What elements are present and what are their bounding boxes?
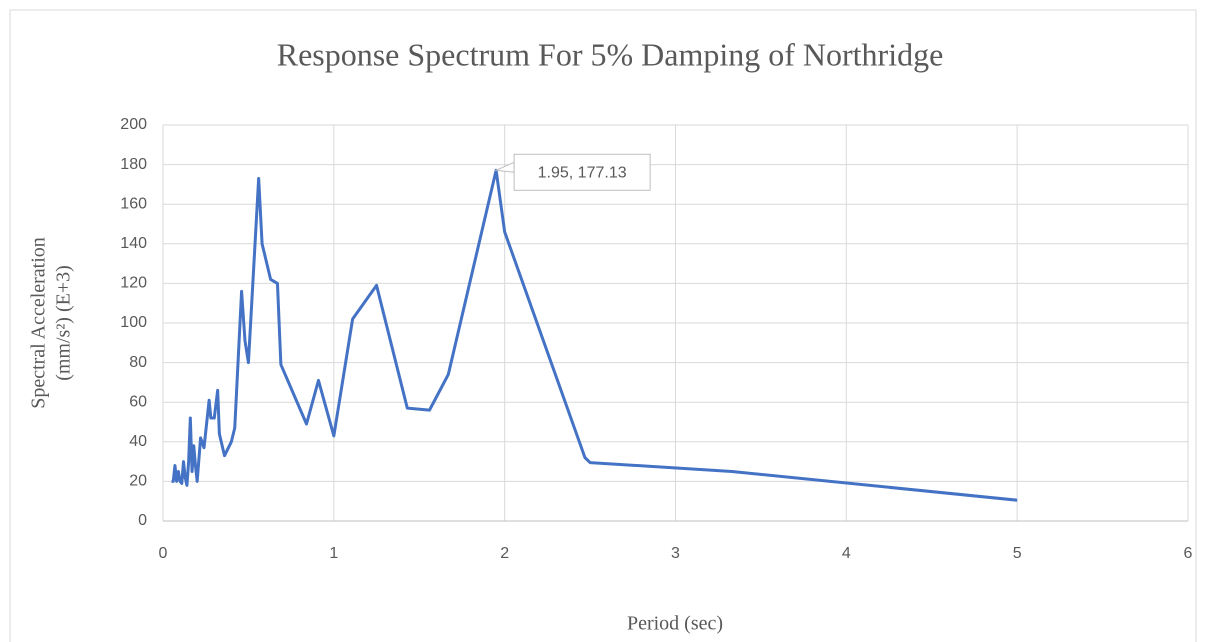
y-tick-label: 120 [120,275,147,292]
x-tick-label: 1 [329,545,338,562]
chart-frame [9,9,1197,642]
x-tick-label: 2 [500,545,509,562]
callout-label: 1.95, 177.13 [538,165,627,182]
chart-title: Response Spectrum For 5% Damping of Nort… [277,36,944,72]
y-tick-label: 160 [120,195,147,212]
data-line [171,168,1018,502]
x-tick-label: 0 [159,545,168,562]
x-tick-label: 3 [671,545,680,562]
y-tick-label: 40 [129,433,147,450]
x-tick-label: 5 [1013,545,1022,562]
y-tick-label: 0 [138,512,147,529]
y-axis-label-line: Spectral Acceleration [28,237,50,409]
y-axis-label: Spectral Acceleration (mm/s²) (E+3) [28,237,75,409]
y-tick-label: 60 [129,393,147,410]
y-tick-label: 180 [120,156,147,173]
y-tick-label: 100 [120,314,147,331]
x-tick-label: 6 [1184,545,1193,562]
y-tick-label: 80 [129,354,147,371]
x-axis-label: Period (sec) [627,613,723,635]
y-tick-label: 20 [129,473,147,490]
y-tick-label: 200 [120,116,147,133]
y-tick-label: 140 [120,235,147,252]
callout-box [513,153,651,191]
y-axis-label-line: (mm/s²) (E+3) [53,265,75,381]
x-tick-label: 4 [842,545,851,562]
